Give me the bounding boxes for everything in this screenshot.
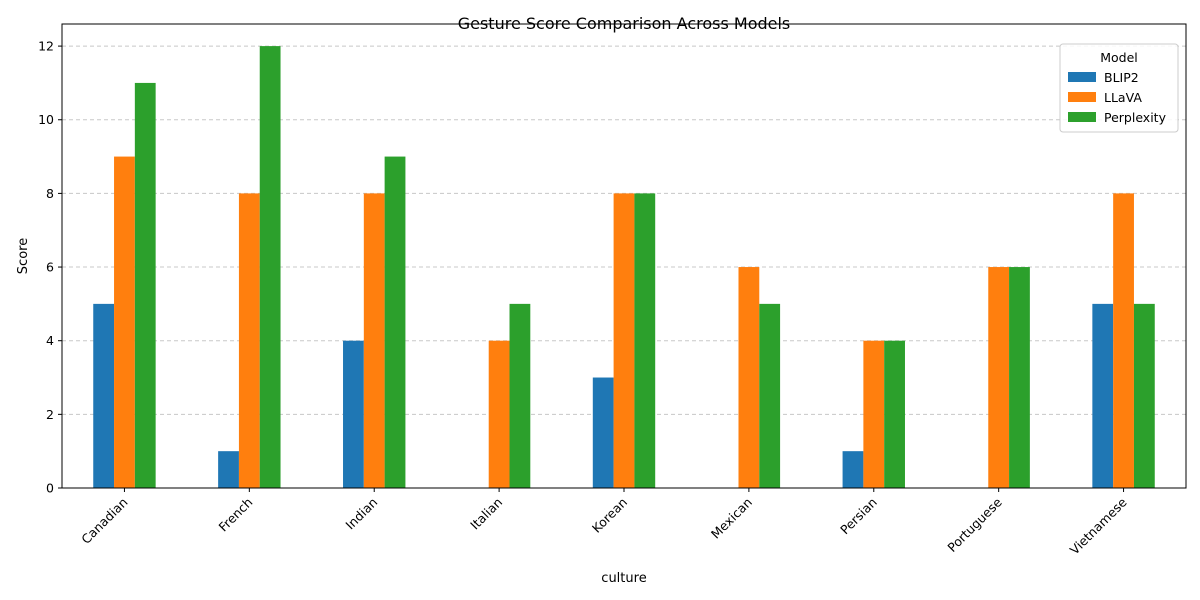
- y-axis-label: Score: [16, 238, 31, 274]
- legend-label-blip2: BLIP2: [1104, 70, 1139, 85]
- y-tick-label: 8: [46, 186, 54, 201]
- x-tick-label: Persian: [837, 495, 880, 538]
- y-tick-label: 4: [46, 333, 54, 348]
- bar-perplexity-korean: [634, 193, 656, 488]
- bar-blip2-french: [218, 451, 239, 488]
- bar-llava-indian: [363, 193, 385, 488]
- bar-perplexity-vietnamese: [1133, 303, 1155, 488]
- x-axis-label: culture: [601, 571, 646, 586]
- y-tick-label: 6: [46, 260, 54, 275]
- bar-llava-portuguese: [988, 267, 1010, 488]
- bar-llava-italian: [488, 340, 510, 488]
- y-tick-label: 12: [38, 39, 54, 54]
- x-tick-label: Italian: [467, 495, 505, 533]
- legend-swatch-blip2: [1068, 72, 1096, 82]
- y-tick-label: 10: [38, 112, 54, 127]
- x-tick-label: Vietnamese: [1067, 494, 1130, 557]
- y-tick-label: 0: [46, 481, 54, 496]
- legend-swatch-llava: [1068, 92, 1096, 102]
- legend-box: [1059, 43, 1179, 133]
- bar-llava-french: [238, 193, 260, 488]
- bar-blip2-persian: [842, 451, 864, 488]
- legend-swatch-perplexity: [1068, 112, 1096, 122]
- x-axis: Canadian French Indian Italian Korean Mexican…: [78, 488, 1130, 557]
- x-tick-label: Korean: [589, 495, 630, 536]
- bar-perplexity-persian: [884, 340, 905, 488]
- bars-group: [93, 46, 1155, 489]
- x-tick-label: Mexican: [708, 495, 755, 542]
- bar-blip2-vietnamese: [1092, 303, 1114, 488]
- legend-label-perplexity: Perplexity: [1104, 110, 1167, 125]
- legend-label-llava: LLaVA: [1104, 90, 1142, 105]
- legend: Model BLIP2 LLaVA Perplexity: [1059, 43, 1179, 133]
- bar-perplexity-indian: [384, 156, 406, 489]
- x-tick-label: French: [215, 495, 255, 535]
- y-tick-label: 2: [46, 407, 54, 422]
- y-axis: 0 2 4 6 8 10 12: [38, 39, 62, 496]
- x-tick-label: Portuguese: [944, 494, 1005, 555]
- bar-llava-canadian: [114, 156, 135, 489]
- x-tick-label: Canadian: [78, 495, 130, 547]
- bar-blip2-indian: [343, 340, 364, 488]
- bar-perplexity-canadian: [134, 82, 156, 489]
- bar-llava-vietnamese: [1113, 193, 1134, 488]
- bar-llava-korean: [613, 193, 635, 488]
- x-tick-label: Indian: [342, 495, 380, 533]
- bar-llava-mexican: [738, 267, 760, 488]
- legend-title: Model: [1100, 50, 1138, 65]
- bar-llava-persian: [863, 340, 885, 488]
- bar-blip2-korean: [592, 377, 614, 488]
- bar-perplexity-portuguese: [1009, 267, 1030, 488]
- bar-perplexity-mexican: [759, 303, 781, 488]
- bar-blip2-canadian: [93, 303, 115, 488]
- bar-perplexity-french: [259, 46, 281, 488]
- bar-perplexity-italian: [509, 303, 531, 488]
